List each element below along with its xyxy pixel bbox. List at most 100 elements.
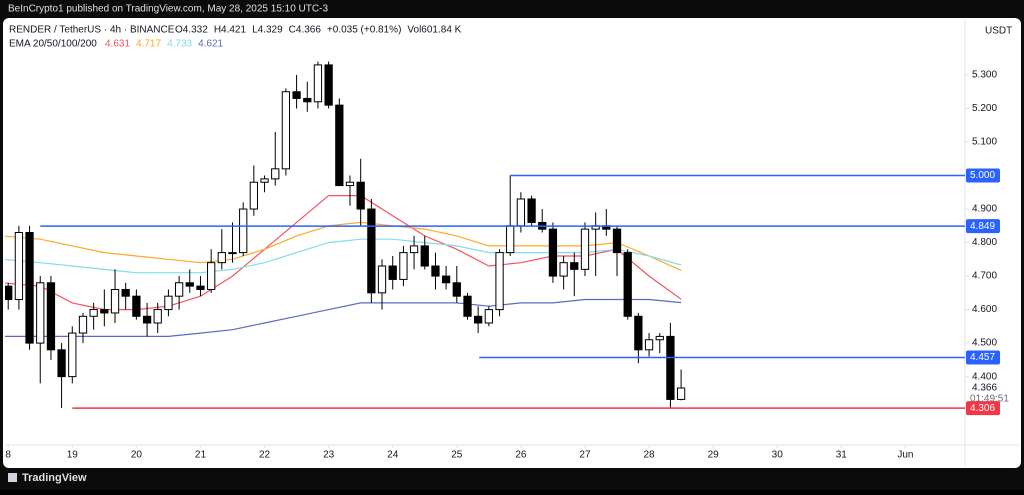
candle: [78, 312, 88, 344]
candle-body: [14, 232, 24, 301]
y-tick-label: 4.400: [972, 371, 997, 382]
candle: [420, 235, 429, 270]
candle-body: [644, 339, 654, 351]
status-value: L4.329: [252, 25, 283, 36]
candle: [174, 276, 184, 310]
level-label: 5.000: [970, 170, 995, 181]
candle-body: [676, 387, 686, 400]
x-tick-label: 31: [836, 450, 848, 461]
candle: [46, 276, 56, 360]
ema-line: [5, 298, 682, 337]
candle: [249, 165, 258, 216]
brand-name: TradingView: [22, 472, 87, 484]
candle-body: [367, 208, 376, 294]
candle: [271, 131, 280, 186]
level-label: 4.306: [970, 403, 995, 414]
candle-body: [527, 198, 536, 223]
x-tick-label: 27: [579, 450, 591, 461]
x-tick-label: 28: [643, 450, 655, 461]
candle-body: [570, 262, 579, 270]
candle-body: [324, 64, 333, 106]
candle-body: [495, 252, 504, 311]
ema-line: [5, 221, 682, 271]
candle-body: [452, 282, 461, 297]
candle: [196, 276, 205, 297]
candle: [228, 222, 237, 263]
candle-body: [313, 64, 323, 103]
candle-body: [666, 335, 675, 400]
ema-line: [5, 195, 682, 311]
brand-logo: [8, 473, 17, 482]
candle: [388, 255, 397, 290]
candle-body: [516, 198, 526, 227]
candle-body: [142, 315, 152, 324]
candle-body: [228, 252, 237, 255]
countdown: 01:49:51: [970, 394, 1009, 405]
y-tick-label: 5.300: [972, 70, 997, 81]
candle-body: [185, 282, 194, 287]
candle: [57, 343, 66, 409]
candle-body: [36, 282, 45, 344]
candle-body: [441, 275, 451, 284]
candle: [655, 333, 664, 354]
candle: [356, 158, 365, 226]
candle-body: [484, 309, 493, 324]
candle: [623, 249, 632, 320]
brand: TradingView: [8, 472, 87, 484]
published-line: BeInCrypto1 published on TradingView.com…: [8, 4, 328, 15]
candle: [570, 252, 579, 297]
candle: [484, 306, 493, 327]
candle-body: [474, 315, 483, 324]
y-tick-label: 4.700: [972, 271, 997, 282]
status-value: C4.366: [289, 25, 322, 36]
candle-body: [271, 168, 280, 180]
y-tick-label: 4.500: [972, 338, 997, 349]
candle: [463, 292, 472, 320]
candle: [452, 266, 461, 303]
candle: [185, 269, 194, 293]
x-tick-label: 8: [5, 450, 11, 461]
y-tick-label: 5.200: [972, 103, 997, 114]
candle-body: [292, 91, 301, 99]
x-tick-label: 30: [772, 450, 784, 461]
candle: [431, 252, 440, 290]
x-tick-label: 24: [387, 450, 399, 461]
candle: [559, 255, 568, 290]
candle-body: [506, 225, 515, 254]
level-label: 4.457: [970, 352, 995, 363]
y-tick-label: 4.600: [972, 304, 997, 315]
candle: [281, 88, 291, 176]
candle: [367, 198, 376, 303]
candle-body: [377, 265, 387, 294]
candle-body: [239, 208, 248, 254]
candle: [548, 222, 558, 283]
symbol: RENDER / TetherUS · 4h · BINANCE: [9, 25, 175, 36]
candle-body: [132, 295, 141, 317]
ema-line: [5, 238, 682, 274]
candle: [676, 369, 686, 401]
candle-body: [78, 315, 88, 334]
candle: [580, 222, 590, 277]
ema-legend-value: 4.733: [167, 39, 192, 50]
candle: [335, 98, 344, 187]
status-value: O4.332: [175, 25, 208, 36]
candle: [142, 302, 152, 337]
candle-body: [580, 228, 590, 270]
candle: [68, 326, 77, 384]
candle: [644, 333, 654, 357]
x-tick-label: 25: [451, 450, 463, 461]
status-value: H4.421: [214, 25, 247, 36]
candle: [313, 61, 323, 109]
level-badge: [966, 401, 1000, 416]
candle-body: [5, 285, 13, 301]
candle: [153, 302, 162, 334]
candle-body: [420, 245, 429, 267]
candle: [5, 282, 13, 310]
candle: [527, 195, 536, 226]
candle-body: [249, 181, 258, 210]
plot-area: [5, 61, 686, 409]
candle: [207, 249, 216, 293]
candle-body: [612, 228, 622, 254]
candle: [36, 276, 45, 384]
